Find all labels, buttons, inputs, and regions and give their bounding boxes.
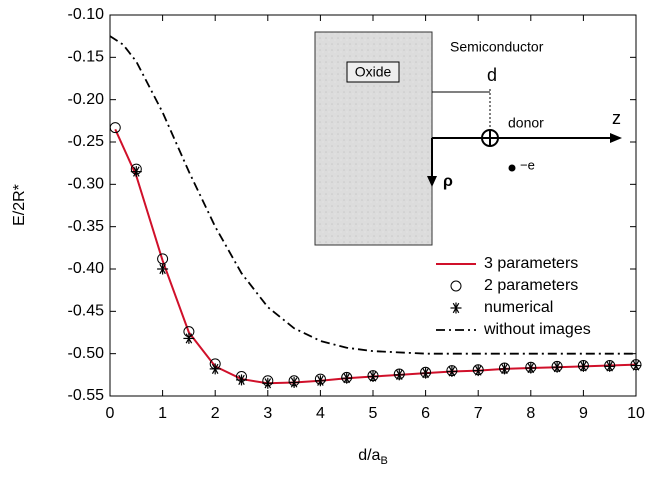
x-axis-label-main: d/a (358, 447, 380, 464)
star-marker (236, 374, 247, 386)
x-tick-label: 1 (158, 405, 167, 422)
legend-label: numerical (484, 299, 553, 316)
z-arrow (610, 133, 622, 143)
x-tick-label: 9 (579, 405, 588, 422)
star-marker (577, 360, 589, 372)
rho-arrow (427, 176, 437, 187)
y-tick-label: -0.30 (68, 176, 105, 193)
electron (508, 164, 516, 172)
z-label: z (612, 108, 621, 128)
star-marker (525, 362, 537, 374)
inset: Oxide Semiconductor d z ρ donor −e (314, 31, 622, 246)
x-axis-label: d/aB (358, 447, 388, 467)
legend-label: 2 parameters (484, 277, 578, 294)
x-tick-label: 0 (106, 405, 115, 422)
y-tick-label: -0.50 (68, 345, 105, 362)
legend-swatch (450, 280, 462, 292)
x-tick-label: 3 (263, 405, 272, 422)
star-marker (630, 360, 642, 372)
rho-label: ρ (443, 173, 453, 190)
legend-swatch (450, 302, 462, 314)
circle-marker (109, 122, 121, 134)
star-marker (209, 363, 221, 375)
star-marker (367, 371, 379, 383)
d-label: d (487, 65, 497, 85)
x-tick-label: 8 (526, 405, 535, 422)
y-tick-label: -0.55 (68, 387, 105, 404)
y-axis-label: E/2R* (11, 184, 28, 226)
star-marker (130, 166, 142, 178)
star-marker (420, 367, 432, 379)
y-tick-label: -0.25 (68, 133, 105, 150)
star-marker (314, 375, 326, 387)
star-marker (472, 365, 484, 377)
star-marker (551, 361, 563, 373)
oxide-label: Oxide (355, 64, 392, 80)
semiconductor-label: Semiconductor (450, 39, 544, 55)
star-marker (393, 369, 405, 381)
star-marker (341, 372, 353, 384)
y-tick-label: -0.45 (68, 303, 105, 320)
electron-label: −e (520, 157, 535, 172)
star-marker (446, 365, 458, 377)
donor-label: donor (508, 115, 544, 131)
series-line (109, 35, 636, 355)
x-axis-label-sub: B (380, 455, 387, 467)
x-tick-label: 10 (627, 405, 645, 422)
star-marker (183, 332, 195, 344)
y-tick-label: -0.20 (68, 91, 105, 108)
legend-label: without images (483, 321, 591, 338)
x-tick-label: 5 (369, 405, 378, 422)
x-tick-label: 4 (316, 405, 325, 422)
y-tick-label: -0.15 (68, 49, 105, 66)
star-marker (604, 360, 616, 372)
star-marker (288, 376, 300, 388)
y-tick-label: -0.40 (68, 260, 105, 277)
x-tick-label: 2 (211, 405, 220, 422)
x-tick-label: 6 (421, 405, 430, 422)
oxide-label-box (346, 61, 400, 83)
y-tick-label: -0.10 (68, 6, 105, 23)
legend-label: 3 parameters (484, 255, 578, 272)
star-marker (499, 363, 510, 375)
star-marker (157, 263, 169, 275)
x-tick-label: 7 (474, 405, 483, 422)
star-marker (262, 377, 274, 389)
y-tick-label: -0.35 (68, 218, 105, 235)
